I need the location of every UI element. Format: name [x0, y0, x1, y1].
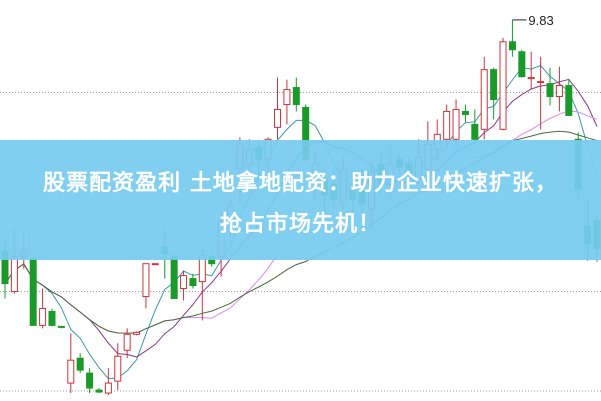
candle [48, 308, 56, 327]
candle-body [508, 41, 516, 51]
candle-body [546, 83, 554, 98]
candle-body [86, 372, 94, 389]
candle [29, 256, 37, 326]
candle [461, 104, 469, 123]
candle-body [283, 89, 291, 105]
candle [527, 51, 535, 90]
candle-body [170, 256, 178, 300]
candle-body [151, 263, 159, 266]
candle-body [67, 359, 75, 384]
candle [95, 388, 103, 394]
candle [537, 56, 545, 130]
candle-body [443, 110, 451, 140]
candle [565, 79, 573, 116]
candle-body [114, 355, 122, 382]
candle [104, 368, 112, 396]
candle-body [39, 307, 47, 326]
max-price-annotation: 9.83 [512, 13, 554, 28]
candle [180, 270, 188, 301]
candle [189, 273, 197, 289]
candle-body [452, 108, 460, 140]
candle-body [133, 331, 141, 335]
candle-body [461, 110, 469, 115]
candle-body [555, 85, 563, 98]
candle-body [292, 87, 300, 105]
candle-body [565, 85, 573, 116]
headline-line-1: 股票配资盈利 土地拿地配资：助力企业快速扩张， [43, 171, 558, 196]
candle [151, 263, 159, 266]
candle-body [123, 333, 131, 351]
candle [274, 77, 282, 140]
candle [499, 37, 507, 131]
candle [555, 66, 563, 112]
candle-body [274, 108, 282, 128]
candle-body [29, 258, 37, 326]
candle-body [518, 51, 526, 78]
headline-banner [0, 140, 601, 260]
candle [142, 263, 150, 309]
candle [39, 288, 47, 329]
candle-body [95, 389, 103, 393]
candle-body [480, 69, 488, 130]
candle [67, 333, 75, 394]
candle [86, 368, 94, 394]
candle [283, 79, 291, 125]
candle-body [471, 123, 479, 140]
candle [546, 67, 554, 106]
ma5-line [4, 64, 598, 380]
candle-body [189, 278, 197, 287]
candle [292, 77, 300, 112]
max-price-label: 9.83 [528, 13, 553, 28]
candle-body [537, 81, 545, 84]
candle [471, 109, 479, 145]
candle [508, 19, 516, 57]
candle-body [180, 275, 188, 290]
candle [518, 49, 526, 78]
candle-body [76, 357, 84, 371]
candle [490, 67, 498, 120]
candle-body [48, 310, 56, 326]
candle-body [104, 382, 112, 394]
candle [170, 253, 178, 300]
candle [114, 343, 122, 391]
candle [123, 328, 131, 359]
candle-body [527, 77, 535, 80]
candle [480, 56, 488, 140]
candle [76, 353, 84, 374]
candle [57, 325, 65, 329]
candle-body [57, 325, 65, 328]
candle [133, 331, 141, 336]
candle-body [10, 256, 18, 293]
headline-line-2: 抢占市场先机！ [219, 212, 381, 237]
candle-body [490, 69, 498, 101]
candle-body [499, 41, 507, 130]
candle-body [142, 263, 150, 298]
